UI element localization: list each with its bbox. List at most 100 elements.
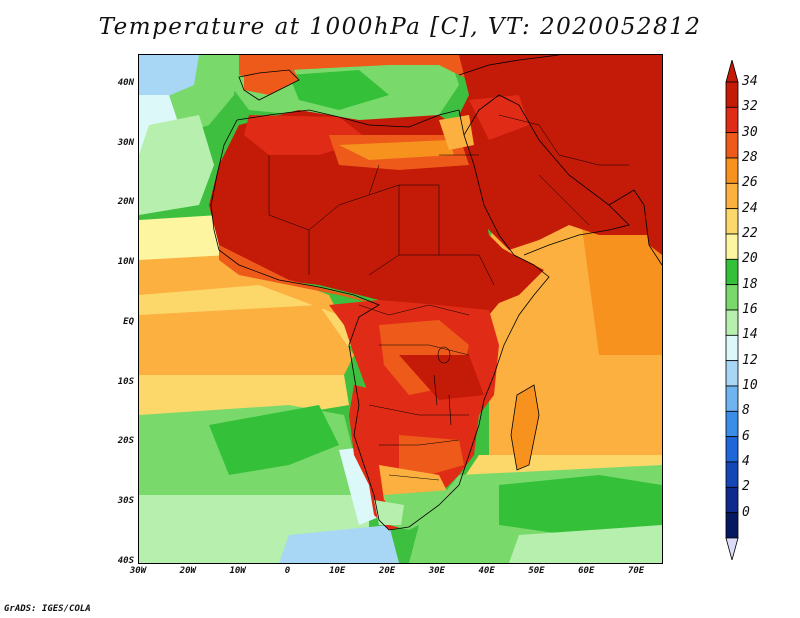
colorbar-swatch <box>725 334 739 362</box>
colorbar-swatch <box>725 157 739 184</box>
coastline-madagascar <box>510 384 540 471</box>
land-libya-coast <box>339 140 454 160</box>
colorbar-swatch <box>725 132 739 159</box>
longitude-tick-label: 30W <box>129 566 147 576</box>
colorbar-label: 14 <box>742 327 758 343</box>
latitude-tick-label: 20N <box>117 197 134 208</box>
longitude-tick-label: 20W <box>179 566 196 576</box>
colorbar-label: 2 <box>742 479 750 495</box>
border <box>379 344 470 356</box>
latitude-tick-label: 40N <box>117 77 134 88</box>
ocean-south-indian <box>499 475 662 535</box>
latitude-tick-label: 10S <box>117 376 134 387</box>
colorbar-label: 18 <box>742 276 758 292</box>
temperature-map <box>138 54 663 564</box>
border <box>498 114 629 166</box>
colorbar-swatch <box>725 258 739 286</box>
latitude-tick-label: 10N <box>117 257 134 268</box>
latitude-tick-label: 40S <box>117 556 134 566</box>
border <box>368 404 469 416</box>
colorbar-label: 34 <box>742 74 758 89</box>
colorbar-swatch <box>725 385 739 412</box>
colorbar-swatch <box>725 309 739 336</box>
ocean-south-atlantic <box>209 405 339 475</box>
temperature-map-svg <box>139 55 662 563</box>
land-great-lakes <box>399 355 484 400</box>
coastline-north-africa <box>236 109 460 128</box>
ocean-mediterranean <box>289 70 389 110</box>
land-cape-cool <box>374 500 404 525</box>
lake-tanganyika <box>433 374 438 406</box>
longitude-tick-label: 50E <box>528 566 545 576</box>
colorbar-swatch <box>725 436 739 463</box>
credit-text: GrADS: IGES/COLA <box>4 604 91 614</box>
longitude-tick-label: 40E <box>478 566 495 576</box>
longitude-tick-label: 30E <box>428 566 445 576</box>
longitude-tick-label: 10E <box>329 566 346 576</box>
colorbar-swatch <box>725 233 739 260</box>
border <box>368 184 400 276</box>
longitude-tick-label: 10W <box>229 566 246 576</box>
colorbar-swatch <box>725 512 739 539</box>
land-temperature-field <box>209 55 662 530</box>
latitude-tick-label: EQ <box>123 316 134 327</box>
latitude-tick-label: 30N <box>117 137 134 148</box>
ocean-south-indian <box>509 525 662 563</box>
colorbar-swatch <box>725 208 739 235</box>
border <box>538 174 590 226</box>
coastline-africa <box>210 109 550 531</box>
ocean-warm-band <box>139 305 354 385</box>
colorbar <box>725 60 739 560</box>
colorbar-label: 32 <box>742 99 758 115</box>
colorbar-label: 20 <box>742 251 758 267</box>
coastline-black-sea <box>458 55 560 76</box>
colorbar-swatch <box>725 360 739 387</box>
ocean-warm-band <box>139 375 349 415</box>
land-middle-east <box>459 55 662 250</box>
ocean-cool-patch <box>139 115 214 215</box>
colorbar-label: 6 <box>742 428 750 444</box>
colorbar-over-triangle <box>725 60 739 83</box>
colorbar-swatch <box>725 81 739 108</box>
longitude-tick-label: 20E <box>378 566 396 576</box>
lake-victoria <box>437 346 451 364</box>
colorbar-swatch <box>725 284 739 311</box>
map-title: Temperature at 1000hPa [C], VT: 20200528… <box>98 14 702 40</box>
land-egypt-coast <box>439 115 474 150</box>
latitude-tick-label: 30S <box>117 496 134 507</box>
lake-malawi <box>448 394 452 426</box>
colorbar-under-triangle <box>725 537 739 560</box>
land-horn-of-africa <box>469 235 544 305</box>
colorbar-label: 28 <box>742 150 758 165</box>
colorbar-swatch <box>725 486 739 514</box>
colorbar-swatch <box>725 182 739 210</box>
colorbar-label: 24 <box>742 200 758 216</box>
longitude-tick-label: 70E <box>627 566 645 576</box>
colorbar-label: 22 <box>742 226 758 241</box>
colorbar-label: 4 <box>742 454 750 469</box>
border <box>388 474 440 481</box>
border <box>379 439 460 446</box>
land-west-africa-coast <box>219 245 379 305</box>
coastline-iberia <box>238 69 300 101</box>
longitude-tick-label: 60E <box>578 566 595 576</box>
colorbar-label: 30 <box>742 124 758 140</box>
colorbar-label: 12 <box>742 352 758 368</box>
coastlines <box>210 55 662 531</box>
colorbar-label: 0 <box>742 504 750 520</box>
ocean-cool-patch <box>139 55 199 100</box>
land-india <box>634 165 662 255</box>
border <box>399 184 440 256</box>
border <box>268 155 380 231</box>
colorbar-label: 16 <box>742 302 758 317</box>
lakes <box>433 346 452 426</box>
colorbar-swatch <box>725 410 739 438</box>
country-borders <box>268 114 629 481</box>
coastline-gulf <box>608 189 662 266</box>
land-iberia <box>244 60 299 95</box>
coastline-arabia <box>463 94 630 256</box>
colorbar-label: 8 <box>742 403 750 419</box>
border <box>439 254 495 286</box>
border <box>358 304 470 316</box>
colorbar-swatch <box>725 106 739 134</box>
